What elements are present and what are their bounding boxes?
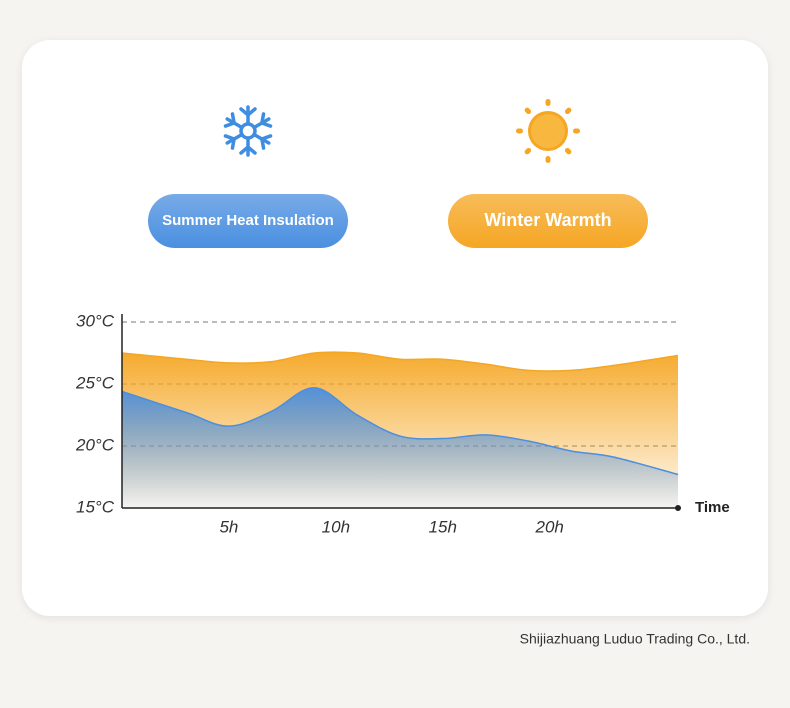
legend-badge [148, 194, 348, 248]
legend-label: Summer Heat Insulation [162, 212, 334, 229]
y-tick-label: 20°C [75, 435, 115, 454]
line [121, 351, 679, 372]
x-tick-label: 15h [429, 517, 457, 536]
y-tick-label: 15°C [76, 497, 115, 516]
company-name: Shijiazhuang Luduo Trading Co., Ltd. [520, 631, 750, 647]
x-tick-label: 5h [219, 517, 238, 536]
legend-badge [448, 194, 648, 248]
sun-icon [516, 99, 580, 163]
y-tick-label: 25°C [75, 373, 115, 392]
x-tick-label: 20h [535, 517, 564, 536]
x-tick-label: 10h [322, 517, 350, 536]
axis-arrow [675, 505, 681, 511]
area [122, 387, 678, 508]
legend-label: Winter Warmth [484, 210, 611, 230]
y-tick-label: 30°C [76, 311, 115, 330]
line [121, 386, 679, 476]
snowflake-icon [221, 105, 275, 157]
x-axis-title: Time [695, 499, 730, 516]
card [22, 40, 768, 616]
